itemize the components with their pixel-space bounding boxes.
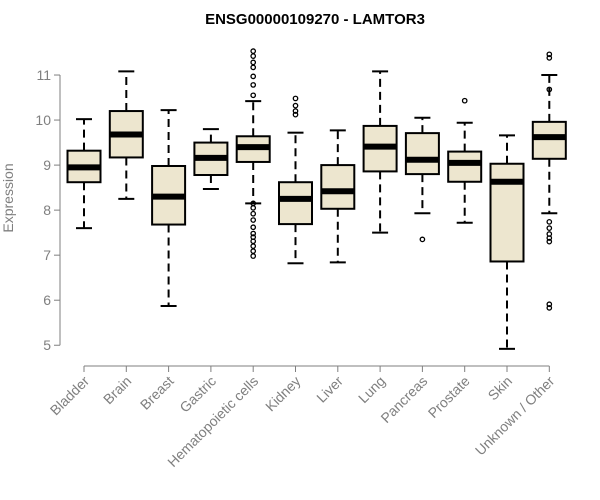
outlier-point (250, 210, 257, 217)
box-group (278, 95, 313, 265)
box-group (404, 116, 440, 243)
x-tick-label: Breast (137, 373, 177, 413)
outlier-point (546, 301, 553, 308)
box-group (362, 70, 398, 234)
outlier-point (250, 205, 257, 211)
outlier-point (546, 235, 553, 241)
x-tick-label: Pancreas (377, 373, 430, 426)
y-axis-label: Expression (0, 163, 16, 232)
x-tick-label: Unknown / Other (472, 373, 558, 459)
box-group (151, 109, 187, 308)
outlier-point (250, 224, 257, 231)
outlier-point (250, 48, 257, 55)
outlier-point (292, 108, 299, 114)
box-group (235, 48, 271, 259)
outlier-point (250, 248, 257, 254)
outlier-point (250, 59, 257, 66)
y-tick-label: 7 (43, 247, 51, 263)
outlier-point (250, 253, 257, 259)
outlier-point (461, 97, 468, 104)
x-tick-label: Skin (485, 373, 516, 404)
box-group (447, 97, 483, 224)
outlier-point (250, 64, 257, 71)
box-group (320, 129, 356, 264)
x-tick-label: Bladder (47, 373, 93, 419)
x-tick-label: Prostate (425, 373, 473, 421)
box-group (531, 51, 567, 311)
outlier-point (292, 111, 299, 118)
y-tick-label: 11 (36, 67, 51, 83)
outlier-point (250, 53, 257, 59)
box-group (489, 134, 525, 350)
x-tick-label: Liver (313, 373, 346, 406)
outlier-point (292, 102, 299, 109)
x-tick-label: Lung (355, 373, 388, 406)
outlier-point (546, 86, 553, 93)
outlier-point (250, 73, 257, 80)
outlier-point (250, 230, 257, 237)
box-iqr (447, 150, 483, 183)
chart-title: ENSG00000109270 - LAMTOR3 (205, 11, 425, 28)
box-iqr (320, 164, 356, 210)
y-tick-label: 10 (35, 112, 51, 128)
outlier-point (546, 51, 553, 58)
box-group (108, 70, 144, 200)
outlier-point (546, 225, 553, 231)
box-series (66, 48, 567, 350)
x-tick-label: Kidney (262, 373, 304, 415)
y-tick-label: 9 (43, 157, 51, 173)
box-iqr (489, 162, 525, 263)
outlier-point (546, 238, 553, 245)
outlier-point (250, 92, 257, 99)
outlier-point (546, 305, 553, 311)
box-iqr (278, 181, 313, 226)
y-tick-label: 6 (43, 292, 51, 308)
outlier-point (250, 217, 257, 223)
x-tick-label: Brain (100, 373, 134, 407)
box-group (66, 118, 102, 230)
outlier-point (292, 95, 299, 102)
y-tick-label: 5 (43, 337, 51, 353)
box-iqr (404, 132, 440, 176)
outlier-point (250, 82, 257, 88)
box-group (193, 128, 229, 190)
outlier-point (546, 218, 553, 225)
box-iqr (531, 120, 567, 160)
y-axis: 5 6 7 8 9 10 11 (35, 67, 61, 353)
outlier-point (546, 55, 553, 61)
y-tick-label: 8 (43, 202, 51, 218)
outlier-point (250, 243, 257, 250)
outlier-point (419, 236, 426, 243)
